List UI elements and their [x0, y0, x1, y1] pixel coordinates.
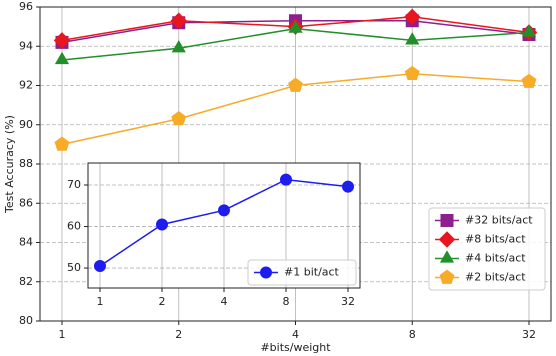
y-tick-label: 88 [19, 157, 33, 170]
x-tick-label: 32 [341, 295, 355, 308]
data-point [521, 24, 537, 37]
legend-marker [440, 214, 454, 227]
x-tick-label: 4 [221, 295, 228, 308]
x-tick-label: 1 [59, 328, 66, 341]
data-point [94, 260, 107, 272]
data-point [404, 65, 420, 81]
y-axis-label: Test Accuracy (%) [3, 115, 16, 214]
y-tick-label: 84 [19, 236, 33, 249]
data-point [405, 32, 420, 45]
legend-label: #32 bits/act [465, 214, 533, 227]
data-point [521, 73, 537, 88]
legend-label: #4 bits/act [465, 252, 526, 265]
data-point [288, 20, 303, 33]
x-tick-label: 8 [409, 328, 416, 341]
legend-label: #2 bits/act [465, 271, 526, 284]
legend-label: #1 bit/act [284, 266, 340, 279]
data-point [53, 32, 71, 49]
data-point [171, 40, 186, 53]
data-point [342, 180, 355, 193]
data-point [171, 111, 187, 126]
legend-marker [260, 266, 273, 279]
y-tick-label: 60 [67, 220, 81, 233]
y-tick-label: 86 [19, 196, 33, 209]
y-tick-label: 70 [67, 178, 81, 191]
legend-marker [439, 250, 455, 263]
legend-marker [438, 231, 456, 248]
legend-box [247, 259, 357, 286]
x-tick-label: 4 [292, 328, 299, 341]
y-tick-label: 90 [19, 118, 33, 131]
data-point [288, 77, 303, 92]
y-tick-label: 92 [19, 79, 33, 92]
data-point [404, 8, 421, 26]
y-tick-label: 94 [19, 39, 33, 52]
x-tick-label: 2 [175, 328, 182, 341]
x-axis-label: #bits/weight [260, 341, 331, 354]
y-tick-label: 96 [19, 0, 33, 13]
y-tick-label: 50 [67, 261, 81, 274]
data-point [156, 218, 169, 231]
data-point [54, 51, 70, 65]
legend-box [428, 207, 546, 291]
y-tick-label: 80 [19, 314, 33, 327]
data-point [170, 12, 187, 29]
x-tick-label: 32 [522, 328, 536, 341]
x-tick-label: 8 [283, 295, 290, 308]
data-point [218, 204, 231, 217]
y-tick-label: 82 [19, 275, 33, 288]
legend-marker [439, 269, 455, 284]
plot-frame [39, 6, 552, 322]
legend-label: #8 bits/act [465, 233, 526, 246]
x-tick-label: 2 [159, 295, 166, 308]
data-point [54, 136, 70, 151]
data-point [280, 173, 293, 186]
x-tick-label: 1 [97, 295, 104, 308]
plot-frame [87, 162, 361, 289]
